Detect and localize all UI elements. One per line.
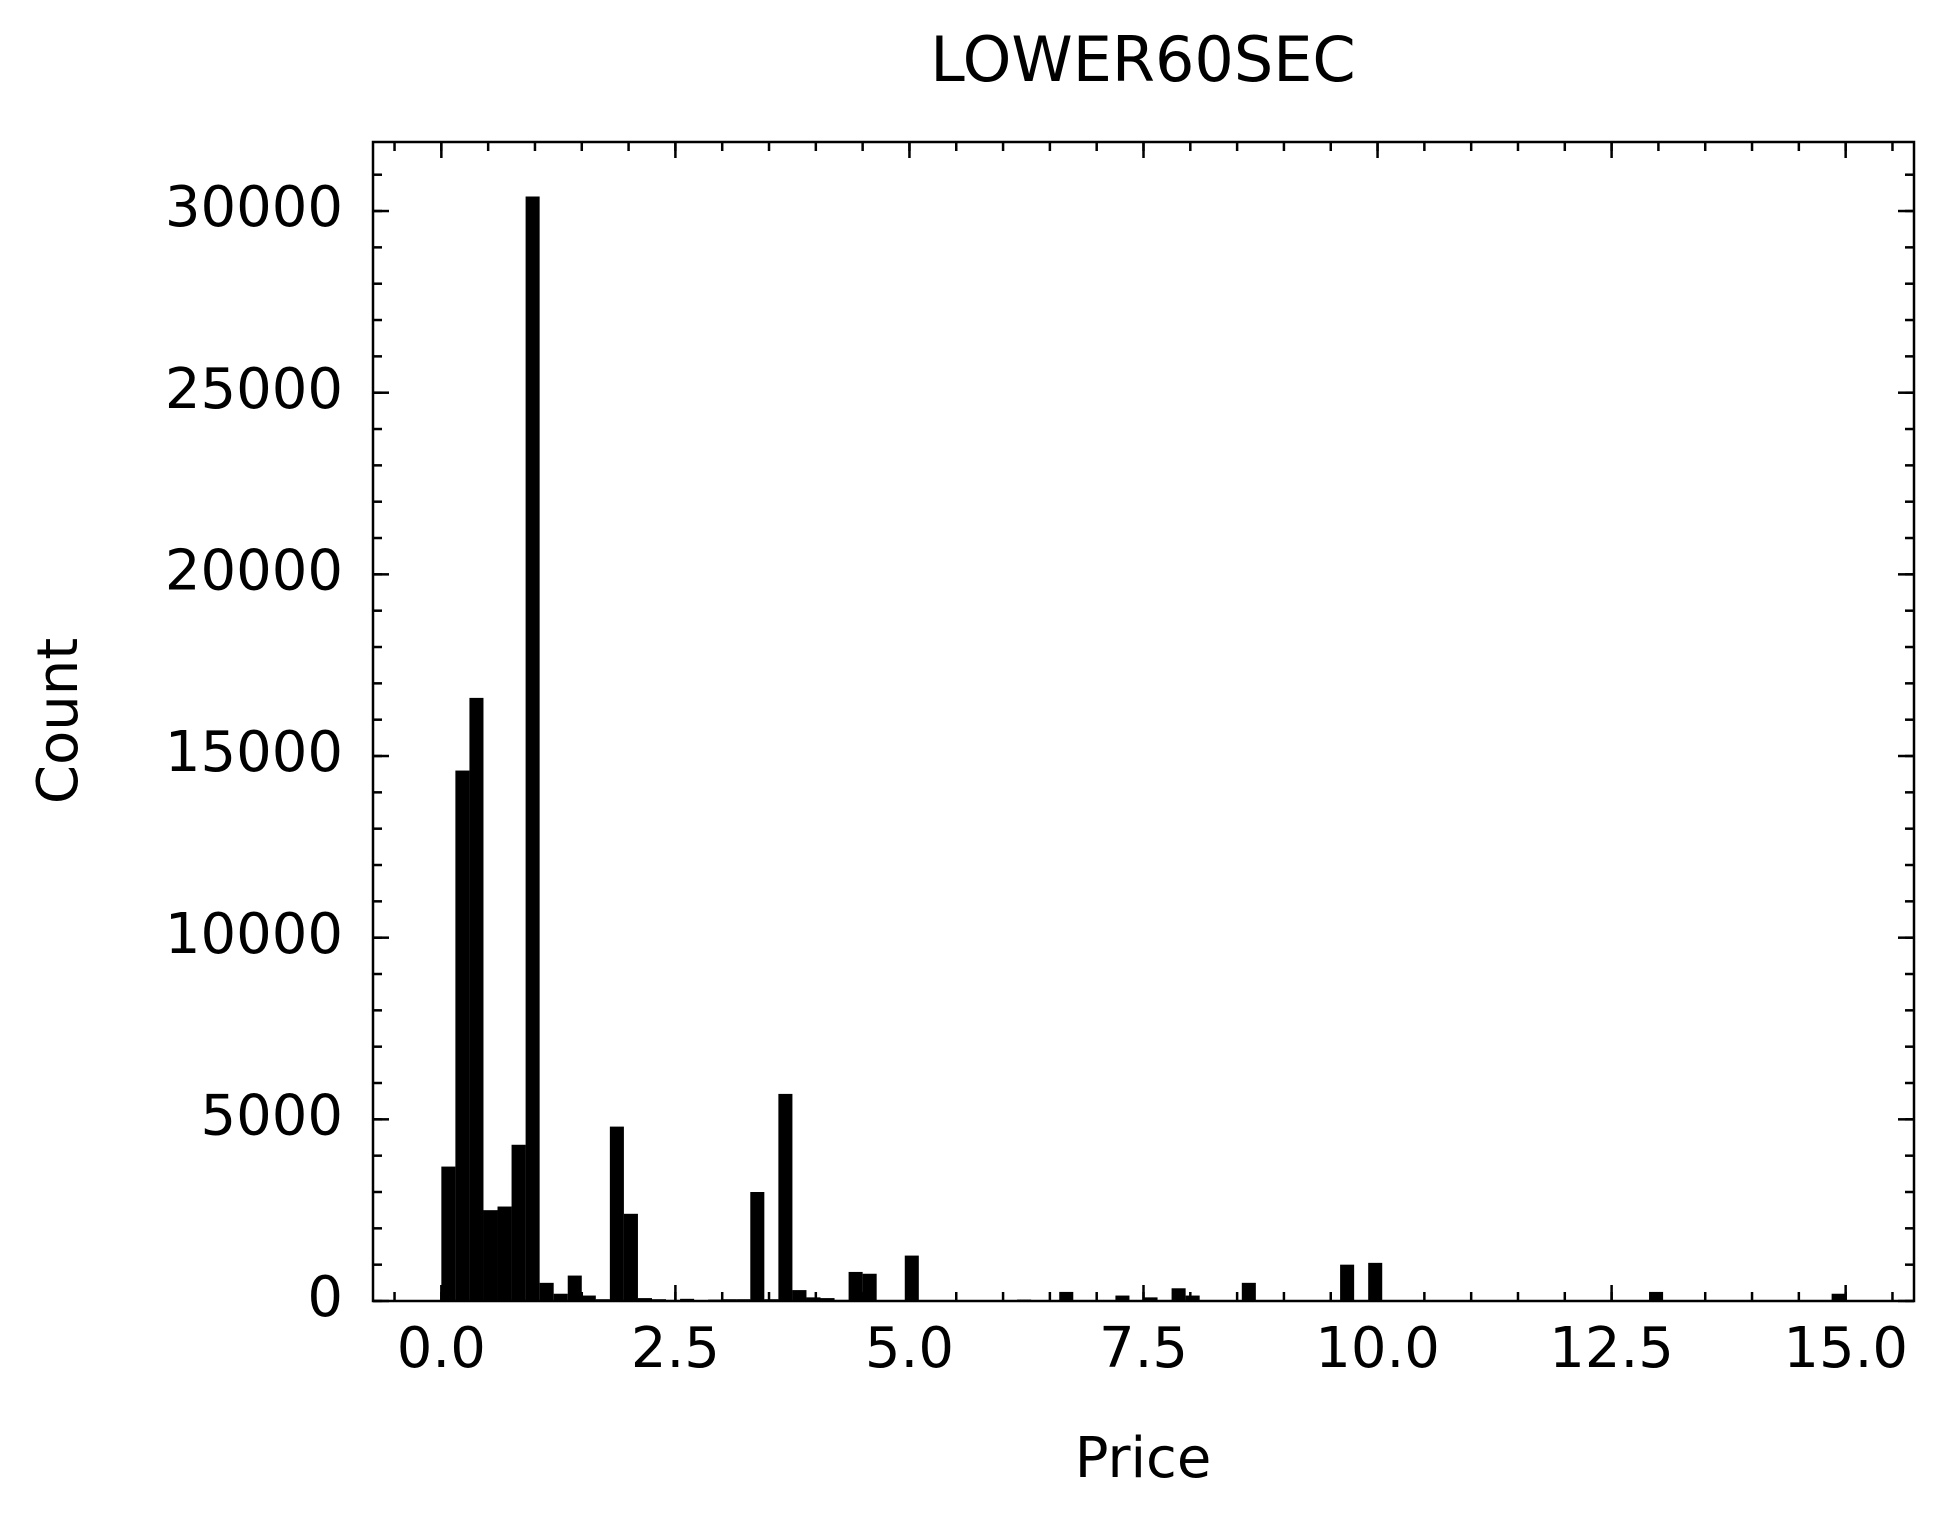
- bar: [539, 1282, 554, 1301]
- bar: [455, 770, 470, 1301]
- bar: [567, 1275, 582, 1301]
- bar: [1368, 1262, 1383, 1301]
- x-tick-label: 10.0: [1315, 1316, 1440, 1381]
- bar: [581, 1295, 596, 1301]
- bar: [483, 1210, 498, 1301]
- bar: [750, 1192, 765, 1301]
- bar: [1143, 1297, 1158, 1301]
- bar: [1649, 1291, 1664, 1301]
- y-tick-label: 5000: [200, 1083, 343, 1148]
- x-tick-label: 12.5: [1549, 1316, 1674, 1381]
- x-tick-label: 7.5: [1099, 1316, 1188, 1381]
- bar: [469, 697, 484, 1301]
- y-tick-label: 20000: [165, 538, 343, 603]
- bar: [1831, 1293, 1846, 1301]
- x-tick-label: 5.0: [865, 1316, 954, 1381]
- x-axis-label: Price: [1075, 1426, 1212, 1491]
- plot-frame: [371, 140, 1916, 1303]
- y-axis-label: Count: [26, 638, 91, 804]
- bar: [623, 1213, 638, 1301]
- bar: [525, 196, 540, 1302]
- bar: [792, 1290, 807, 1301]
- bar: [497, 1206, 512, 1301]
- x-tick-label: 2.5: [631, 1316, 720, 1381]
- x-tick-label: 15.0: [1783, 1316, 1908, 1381]
- bar: [1115, 1295, 1130, 1301]
- bar: [904, 1255, 919, 1301]
- bar: [1340, 1264, 1355, 1301]
- bar: [778, 1093, 793, 1301]
- bar: [862, 1273, 877, 1301]
- bar: [1171, 1288, 1186, 1301]
- x-tick-label: 0.0: [397, 1316, 486, 1381]
- bar: [806, 1297, 821, 1301]
- bar: [441, 1166, 456, 1301]
- bar: [609, 1126, 624, 1301]
- y-tick-label: 30000: [165, 175, 343, 240]
- y-tick-label: 15000: [165, 720, 343, 785]
- y-tick-label: 0: [307, 1265, 343, 1330]
- bar: [1185, 1295, 1200, 1301]
- y-tick-label: 10000: [165, 902, 343, 967]
- chart-title: LOWER60SEC: [930, 23, 1355, 96]
- bar: [553, 1293, 568, 1301]
- bar: [511, 1144, 526, 1301]
- bar: [1059, 1291, 1074, 1301]
- bar: [1241, 1282, 1256, 1301]
- bar: [848, 1271, 863, 1301]
- bar: [637, 1298, 652, 1301]
- y-tick-label: 25000: [165, 357, 343, 422]
- bar: [820, 1298, 835, 1301]
